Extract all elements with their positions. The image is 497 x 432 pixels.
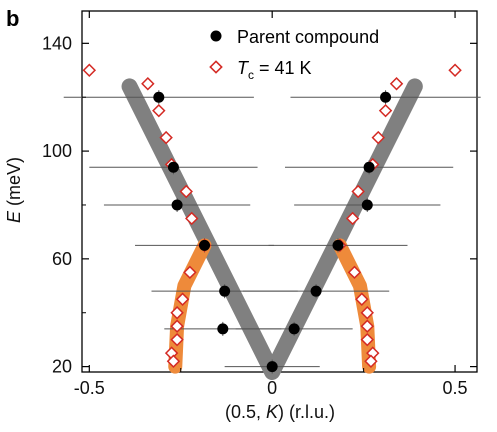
tc-diamond-point (170, 319, 184, 333)
x-axis-title: (0.5, K) (r.l.u.) (225, 402, 335, 422)
tc-diamond-point (185, 211, 199, 226)
tc-diamond-point (179, 184, 193, 199)
parent-compound-point (310, 285, 322, 297)
x-axis-title-prefix: (0.5, (225, 402, 266, 422)
tc-diamond-point (159, 130, 173, 145)
orange-band-2 (332, 238, 377, 374)
tc-diamond-point (448, 63, 462, 77)
tc-diamond-point (360, 332, 374, 347)
parent-compound-point (167, 161, 179, 173)
x-tick-label: 0 (267, 378, 277, 398)
x-tick-label: -0.5 (74, 378, 105, 398)
marker-layer (82, 63, 462, 373)
tick-layer: -0.5 0 0.5 20 60 100 140 (42, 11, 477, 398)
parent-compound-point (332, 239, 344, 251)
panel-label: b (6, 6, 19, 31)
tc-diamond-point (360, 306, 374, 320)
legend: Parent compound Tc = 41 K (209, 27, 379, 82)
tc-diamond-point (389, 77, 404, 91)
x-axis-title-suffix: ) (r.l.u.) (278, 402, 335, 422)
parent-compound-point (363, 161, 375, 173)
parent-compound-point (153, 91, 165, 103)
parent-compound-point (219, 285, 231, 297)
tc-diamond-point (170, 306, 184, 320)
y-axis-title-var: E (4, 210, 24, 223)
legend-tc-value: = 41 K (254, 58, 312, 78)
legend-parent-label: Parent compound (237, 27, 379, 47)
errorbar-layer (63, 90, 481, 374)
orange-band-1 (168, 238, 212, 374)
parent-compound-point (199, 239, 211, 251)
tc-diamond-point (360, 319, 374, 333)
tc-diamond-point (175, 292, 190, 306)
parent-compound-point (288, 323, 300, 335)
y-tick-label: 60 (52, 249, 72, 269)
tc-diamond-point (152, 103, 166, 118)
y-axis-title: E (meV) (4, 157, 24, 223)
legend-parent-marker (210, 30, 222, 42)
legend-tc-symbol: T (237, 58, 250, 78)
tc-diamond-point (166, 354, 181, 368)
tc-diamond-point (351, 184, 365, 199)
y-tick-label: 100 (42, 141, 72, 161)
tc-diamond-point (183, 265, 197, 280)
tc-diamond-point (378, 103, 393, 118)
tc-diamond-point (364, 354, 378, 368)
y-axis-title-unit: (meV) (4, 157, 24, 211)
parent-compound-point (380, 91, 392, 103)
tc-diamond-point (170, 332, 184, 347)
x-tick-label: 0.5 (443, 378, 468, 398)
tc-diamond-point (345, 211, 360, 226)
tc-diamond-point (141, 77, 155, 91)
legend-tc-subscript: c (248, 68, 254, 82)
tc-diamond-point (347, 265, 362, 280)
y-tick-label: 20 (52, 357, 72, 377)
parent-compound-point (171, 199, 183, 211)
parent-compound-point (361, 199, 373, 211)
x-axis-title-var: K (266, 402, 279, 422)
legend-tc-label: Tc = 41 K (237, 58, 312, 82)
tc-diamond-point (82, 63, 97, 77)
y-tick-label: 140 (42, 33, 72, 53)
tc-diamond-point (371, 130, 385, 145)
legend-tc-marker (209, 60, 223, 74)
parent-compound-point (217, 323, 229, 335)
tc-diamond-point (355, 292, 369, 306)
